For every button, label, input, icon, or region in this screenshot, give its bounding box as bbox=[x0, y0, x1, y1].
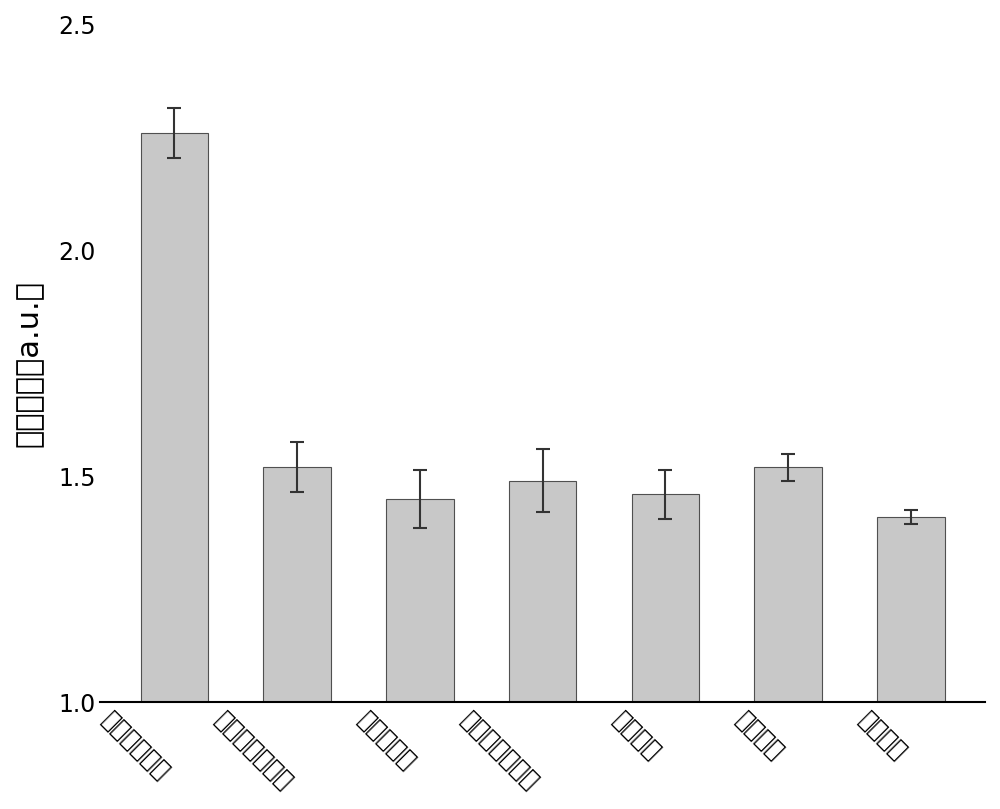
Bar bbox=[632, 494, 699, 702]
Bar bbox=[877, 517, 945, 702]
Y-axis label: 荧光强度（a.u.）: 荧光强度（a.u.） bbox=[15, 280, 44, 447]
Bar bbox=[141, 133, 208, 702]
Bar bbox=[509, 481, 576, 702]
Bar bbox=[263, 468, 331, 702]
Bar bbox=[386, 499, 454, 702]
Bar bbox=[754, 468, 822, 702]
